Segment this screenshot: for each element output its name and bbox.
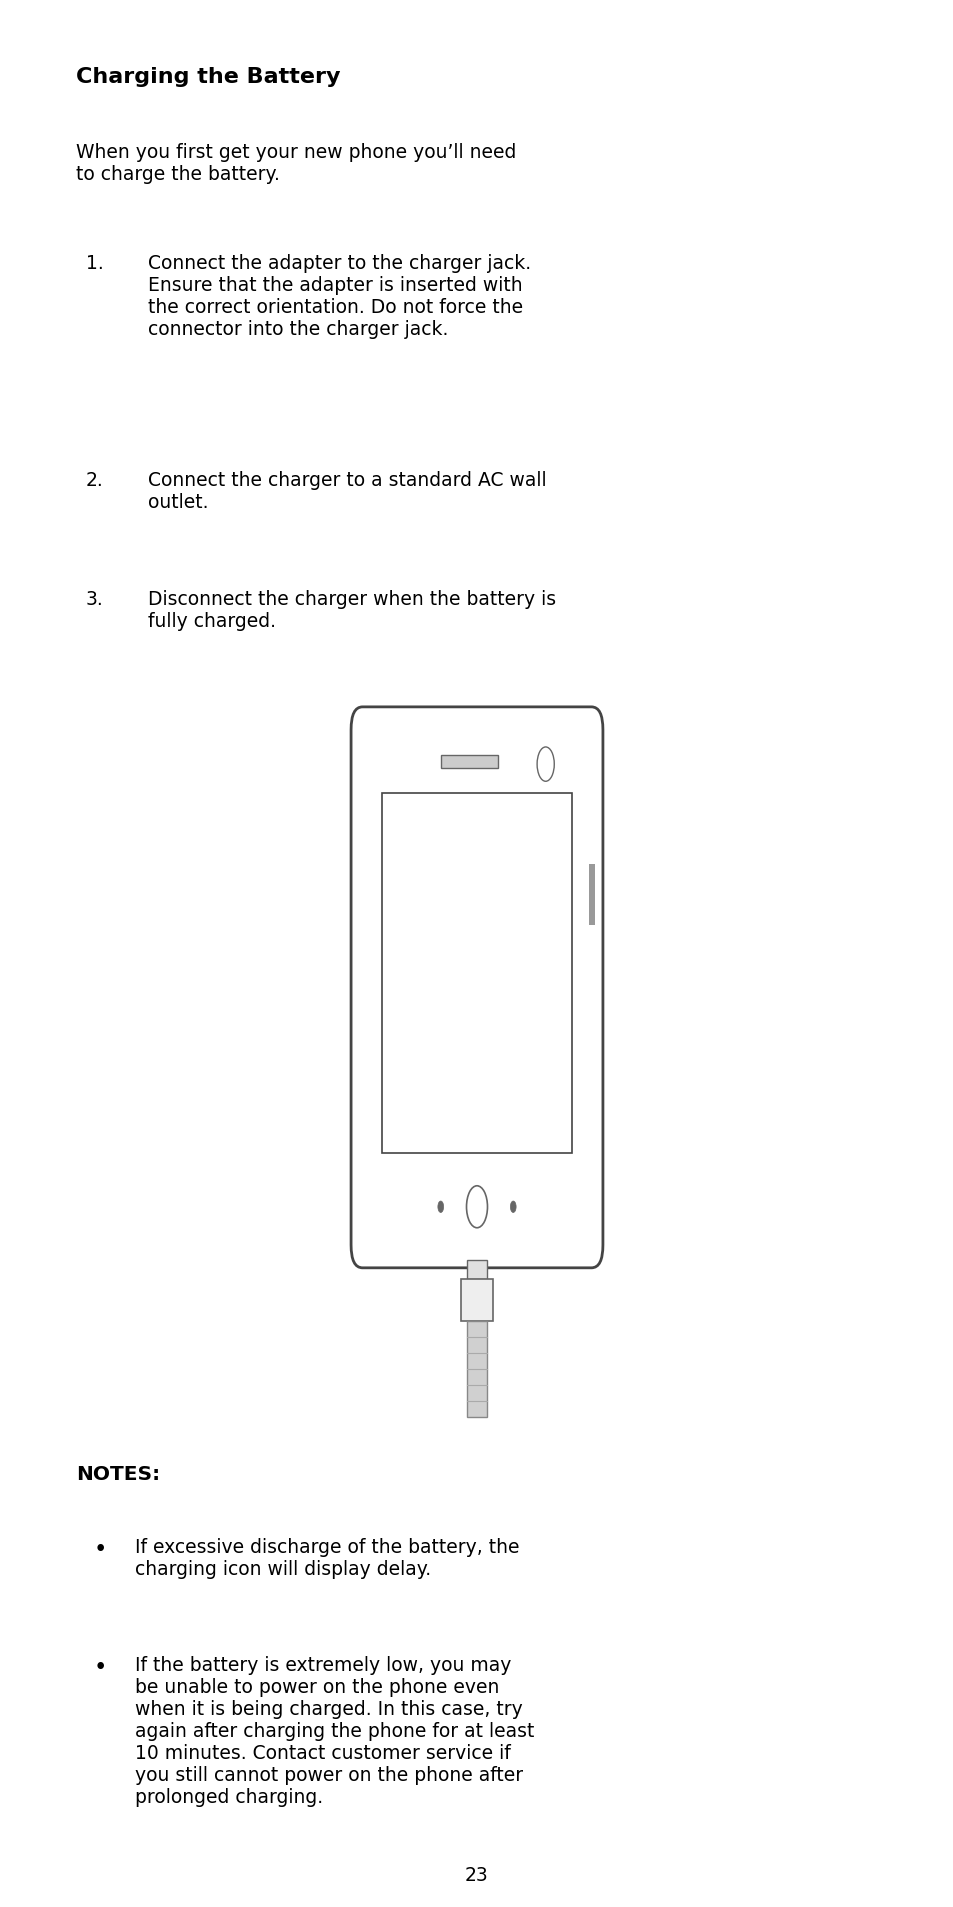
Text: 1.: 1. xyxy=(86,254,104,273)
Bar xyxy=(440,755,497,769)
Circle shape xyxy=(510,1201,516,1213)
Text: Disconnect the charger when the battery is
fully charged.: Disconnect the charger when the battery … xyxy=(148,589,556,629)
Text: Charging the Battery: Charging the Battery xyxy=(76,67,340,86)
Text: If excessive discharge of the battery, the
charging icon will display delay.: If excessive discharge of the battery, t… xyxy=(135,1537,519,1577)
Bar xyxy=(466,1322,487,1417)
Text: 23: 23 xyxy=(465,1865,488,1884)
Circle shape xyxy=(437,1201,443,1213)
Text: NOTES:: NOTES: xyxy=(76,1465,160,1484)
Text: •: • xyxy=(93,1655,107,1678)
Bar xyxy=(467,1261,486,1280)
Text: When you first get your new phone you’ll need
to charge the battery.: When you first get your new phone you’ll… xyxy=(76,143,517,183)
Bar xyxy=(381,793,572,1154)
Bar xyxy=(588,864,595,925)
Text: 2.: 2. xyxy=(86,471,104,490)
FancyBboxPatch shape xyxy=(351,707,602,1268)
Text: 3.: 3. xyxy=(86,589,104,608)
Text: •: • xyxy=(93,1537,107,1560)
Circle shape xyxy=(466,1186,487,1228)
Text: Connect the adapter to the charger jack.
Ensure that the adapter is inserted wit: Connect the adapter to the charger jack.… xyxy=(148,254,531,339)
Text: Connect the charger to a standard AC wall
outlet.: Connect the charger to a standard AC wal… xyxy=(148,471,546,511)
Text: If the battery is extremely low, you may
be unable to power on the phone even
wh: If the battery is extremely low, you may… xyxy=(135,1655,535,1806)
Bar xyxy=(460,1280,493,1322)
Circle shape xyxy=(537,748,554,782)
